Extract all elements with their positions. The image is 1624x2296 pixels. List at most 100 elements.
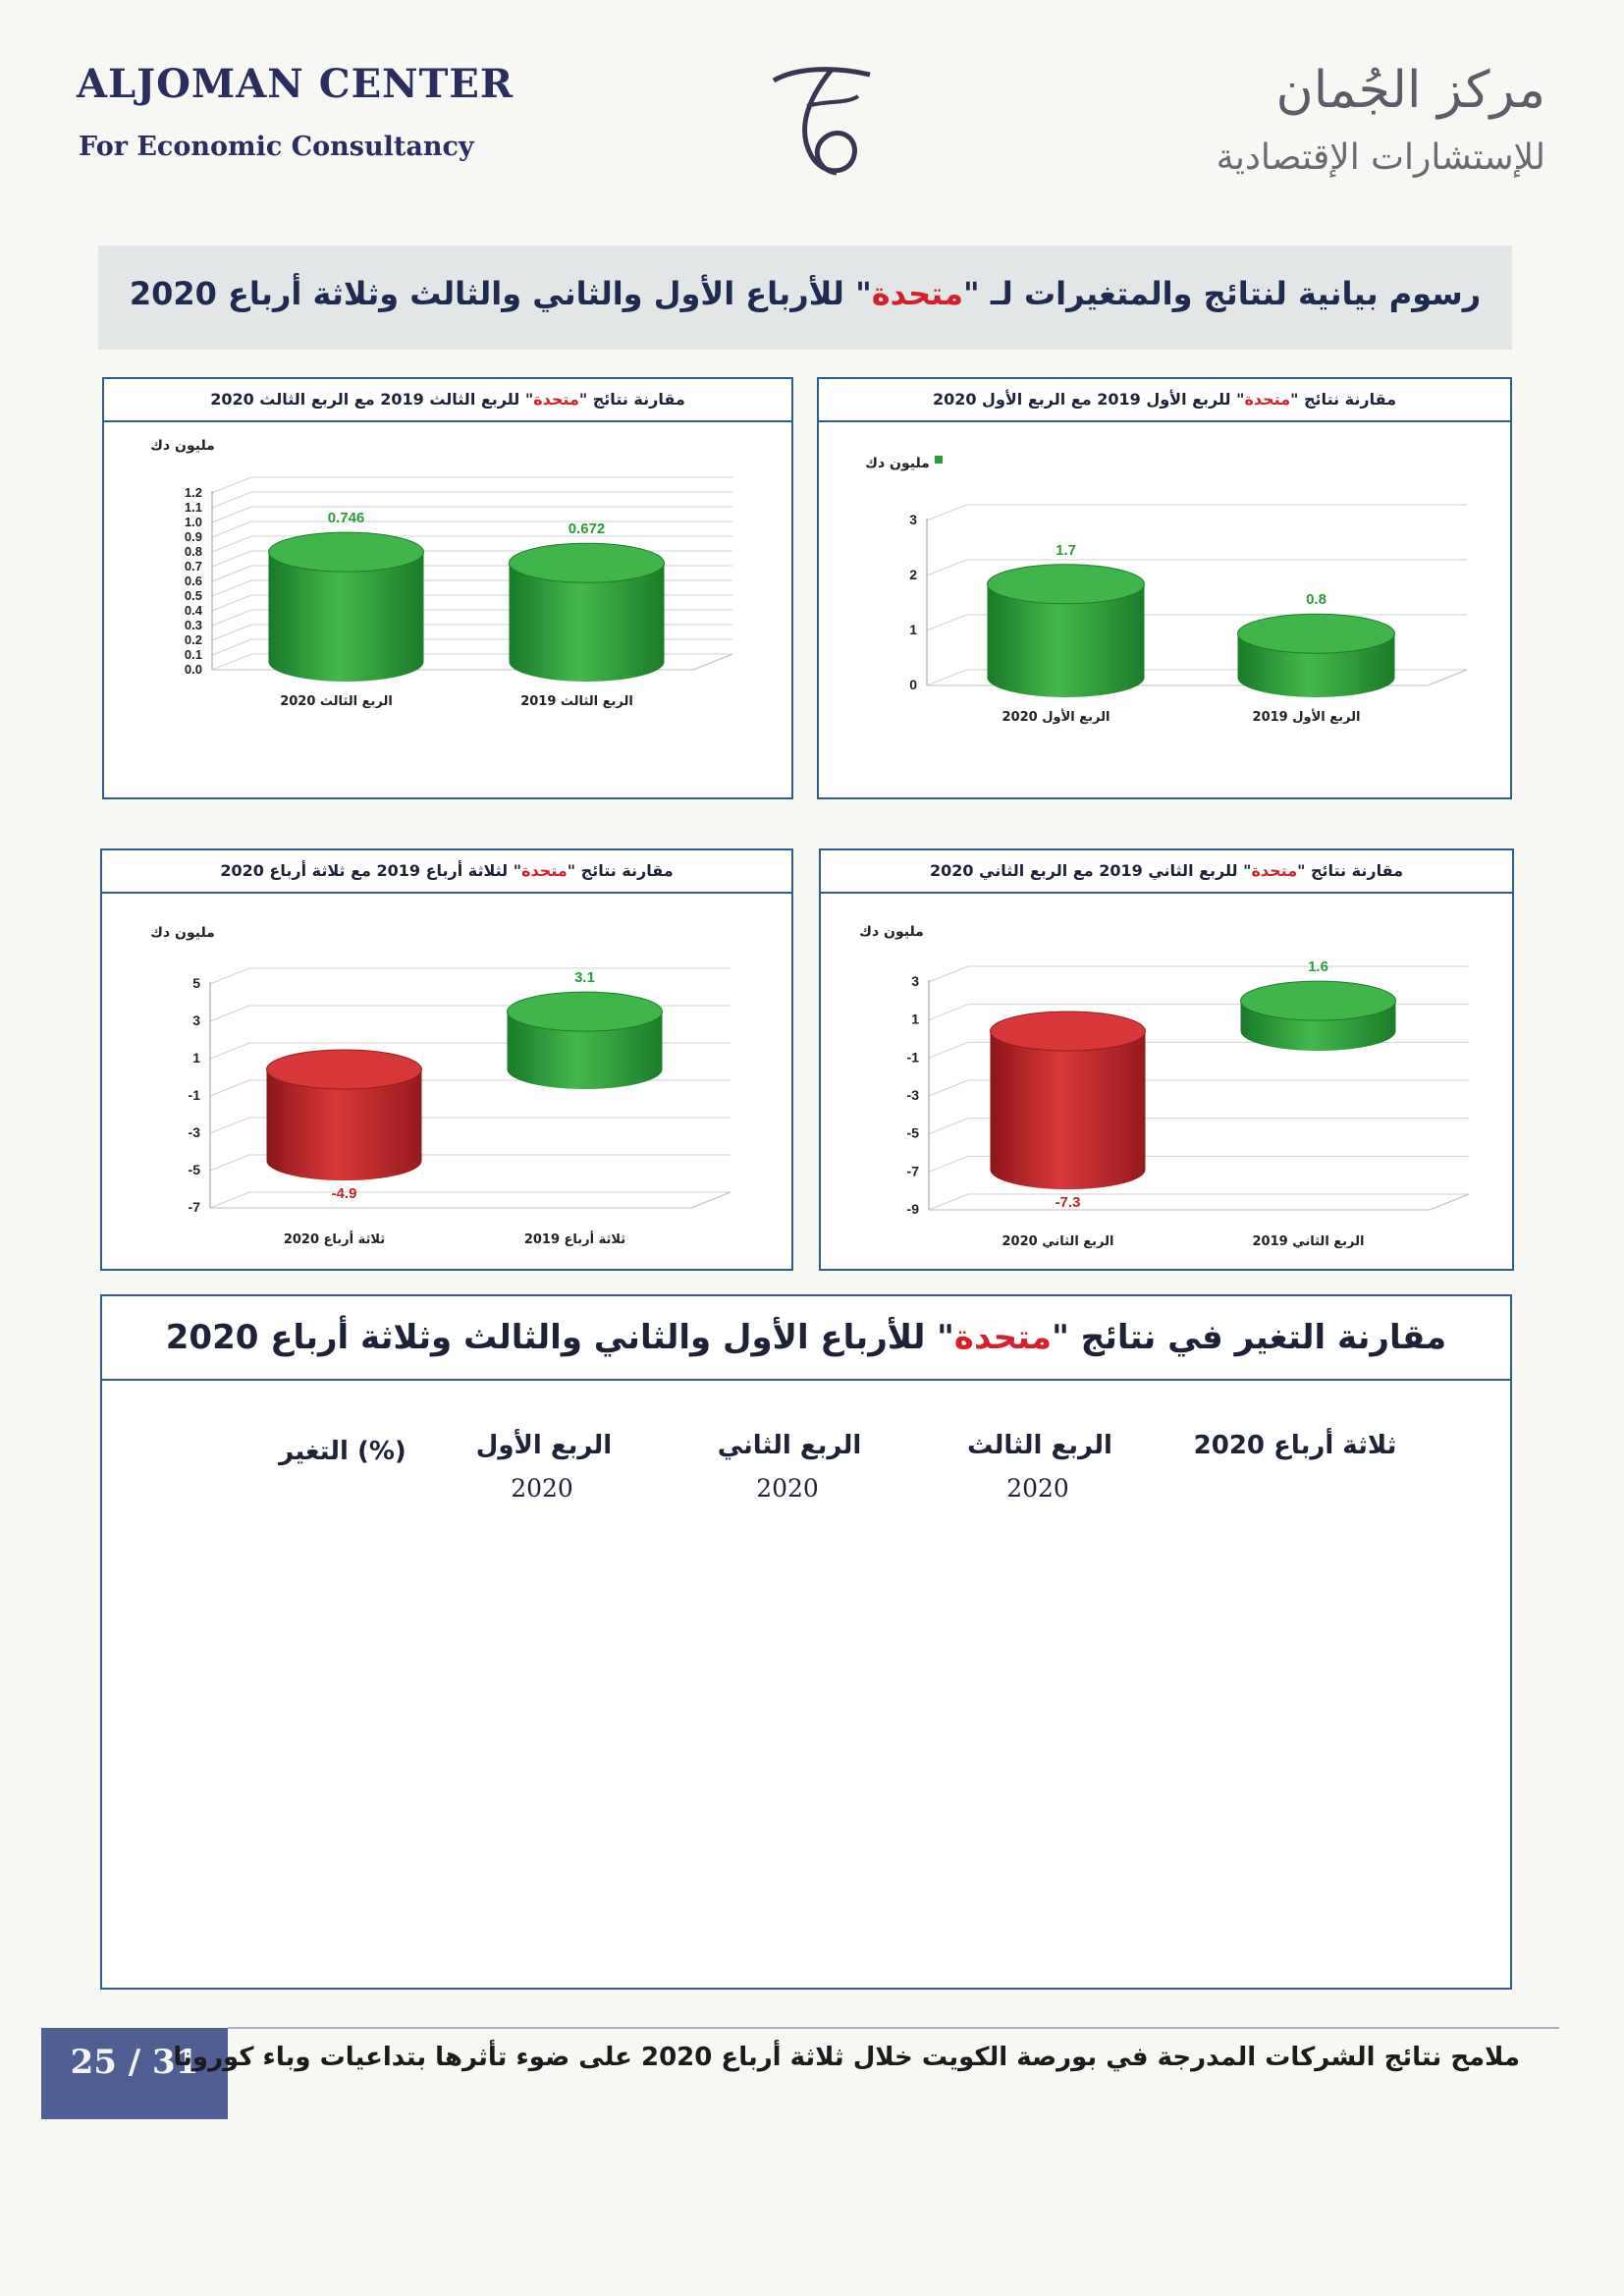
y-tick-label: 1	[192, 1050, 200, 1066]
grid-line	[211, 579, 252, 597]
y-tick-label: 0.0	[185, 662, 202, 677]
grid-line	[211, 624, 252, 641]
grid-line	[928, 1079, 969, 1097]
chart-panel-q1: مقارنة نتائج "متحدة" للربع الأول 2019 مع…	[817, 377, 1512, 799]
chart-q3: 1.21.11.00.90.80.70.60.50.40.30.20.10.0 م…	[150, 438, 733, 709]
y-tick-label: -7	[907, 1163, 920, 1178]
bar-top-0	[987, 564, 1145, 605]
grid-line	[928, 1118, 969, 1135]
floor-line	[1427, 669, 1468, 686]
category-year: 2020	[511, 1474, 573, 1503]
y-tick-label: 0.6	[185, 574, 202, 588]
x-tick-label: ثلاثة أرباع 2019	[524, 1230, 625, 1247]
chart-panel-change: مقارنة التغير في نتائج "متحدة" للأرباع ا…	[100, 1294, 1512, 1990]
grid-line	[209, 1117, 250, 1134]
category-label: ثلاثة أرباع 2020	[1194, 1428, 1397, 1460]
y-axis-title: مليون دك	[865, 456, 930, 471]
bar-top-0	[990, 1011, 1146, 1052]
y-tick-label: -1	[907, 1049, 920, 1065]
bar-0	[990, 1031, 1146, 1190]
data-label: -4.9	[332, 1185, 357, 1202]
bar-top-1	[507, 991, 663, 1032]
chart-nine-months: 5 3 1 -1 -3 -5 -7 مليون دك -4.9 ثلاثة أرباع 2020 3…	[150, 925, 731, 1247]
footer-divider	[228, 2027, 1559, 2029]
y-axis-title: مليون دك	[859, 924, 924, 940]
y-tick-label: 1.1	[185, 500, 202, 515]
x-tick-label: الربع الثالث 2020	[280, 694, 393, 709]
category-year: 2020	[1006, 1474, 1069, 1503]
chart-title: مقارنة نتائج "متحدة" للربع الثالث 2019 م…	[104, 379, 791, 422]
grid-line	[211, 520, 252, 538]
legend-marker	[935, 456, 943, 464]
y-tick-label: 3	[192, 1012, 200, 1028]
bar-top-0	[266, 1049, 422, 1090]
grid-line	[928, 1004, 969, 1021]
bar-0	[987, 583, 1145, 697]
y-axis-title: التغير (%)	[277, 1437, 406, 1466]
y-tick-label: 1.0	[185, 515, 202, 529]
chart-title: مقارنة نتائج "متحدة" للربع الثاني 2019 م…	[821, 850, 1512, 894]
chart-title: مقارنة نتائج "متحدة" لثلاثة أرباع 2019 م…	[102, 850, 791, 894]
y-tick-label: -1	[189, 1087, 201, 1103]
grid-line	[928, 1155, 969, 1173]
bar-1	[507, 1011, 663, 1089]
footer-caption: ملامح نتائج الشركات المدرجة في بورصة الك…	[173, 2043, 1520, 2072]
grid-line	[209, 1191, 250, 1209]
y-tick-label: 0	[909, 677, 917, 692]
x-tick-label: الربع الأول 2020	[1002, 708, 1110, 725]
brand-tagline-arabic: للإستشارات الإقتصادية	[1216, 137, 1545, 178]
bar-top-1	[1237, 613, 1395, 654]
page-title-part: رسوم بيانية لنتائج والمتغيرات لـ "	[963, 275, 1482, 312]
data-label: 3.1	[574, 969, 595, 986]
grid-line	[211, 594, 252, 612]
bar-top-1	[1240, 980, 1396, 1021]
data-label: 0.746	[328, 510, 365, 526]
category-year: 2020	[756, 1474, 819, 1503]
y-tick-label: 0.2	[185, 632, 202, 647]
grid-line	[211, 638, 252, 656]
brand-name-arabic: مركز الجُمان	[1275, 61, 1545, 120]
chart-title: مقارنة نتائج "متحدة" للربع الأول 2019 مع…	[819, 379, 1510, 422]
x-tick-label: الربع الأول 2019	[1253, 708, 1361, 725]
bar-0	[266, 1069, 422, 1181]
chart-q2: 3 1 -1 -3 -5 -7 -9 مليون دك -7.3 الربع الثاني 202…	[859, 924, 1470, 1249]
page-title-band: رسوم بيانية لنتائج والمتغيرات لـ "متحدة"…	[98, 246, 1512, 350]
chart-panel-nine-months: مقارنة نتائج "متحدة" لثلاثة أرباع 2019 م…	[100, 848, 793, 1271]
chart-title: مقارنة التغير في نتائج "متحدة" للأرباع ا…	[102, 1296, 1510, 1381]
y-tick-label: -3	[189, 1124, 201, 1140]
grid-line	[211, 491, 252, 509]
y-axis-title: مليون دك	[150, 438, 215, 454]
floor-line	[692, 653, 733, 671]
grid-line	[928, 1193, 969, 1211]
grid-line	[211, 476, 252, 494]
grid-line	[209, 1005, 250, 1022]
page-number: 25 / 31	[41, 2028, 228, 2119]
grid-line	[209, 1154, 250, 1172]
chart-q1: 3 2 1 0 مليون دك 1.7 الربع الأول 2020 0.8 الربع …	[865, 456, 1468, 725]
y-tick-label: 0.4	[185, 603, 203, 618]
y-tick-label: 0.1	[185, 647, 202, 662]
y-tick-label: 2	[909, 567, 917, 582]
grid-line	[928, 1041, 969, 1059]
grid-line	[926, 669, 967, 686]
grid-line	[211, 653, 252, 671]
grid-line	[209, 1042, 250, 1060]
chart-panel-q2: مقارنة نتائج "متحدة" للربع الثاني 2019 م…	[819, 848, 1514, 1271]
bar-top-1	[509, 542, 665, 583]
grid-line	[926, 614, 967, 631]
grid-line	[928, 965, 969, 983]
x-tick-label: ثلاثة أرباع 2020	[284, 1230, 385, 1247]
brand-tagline-english: For Economic Consultancy	[79, 132, 474, 162]
floor-line	[1429, 1193, 1470, 1211]
data-label: 1.7	[1056, 542, 1076, 559]
y-tick-label: -5	[907, 1125, 920, 1141]
bar-1	[509, 563, 665, 682]
y-tick-label: 0.5	[185, 588, 202, 603]
category-label: الربع الثالث	[967, 1431, 1112, 1460]
page-title-part: " للأرباع الأول والثاني والثالث وثلاثة أ…	[129, 275, 872, 312]
x-tick-label: الربع الثالث 2019	[520, 694, 633, 709]
y-tick-label: 0.7	[185, 559, 202, 574]
y-tick-label: 0.9	[185, 529, 202, 544]
y-tick-label: 1	[909, 622, 917, 637]
chart-change: 200%100%0%-100%-200%-300%-400%-500%-600%…	[277, 1428, 1397, 1503]
